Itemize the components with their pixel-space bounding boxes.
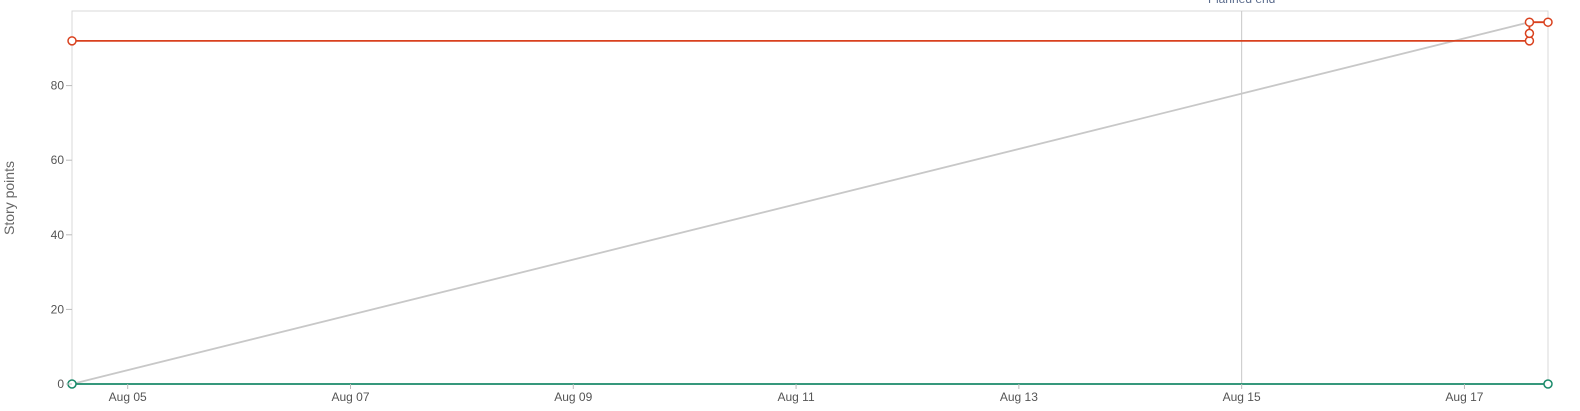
x-tick-label: Aug 09 [554,390,592,404]
y-tick-label: 0 [57,377,64,391]
y-tick-label: 60 [51,153,65,167]
series-1-point[interactable] [1524,17,1535,27]
series-0-line [71,21,1530,385]
plot-frame [71,10,1549,385]
x-tick-label: Aug 15 [1223,390,1261,404]
y-axis: 0 20 40 60 80 [51,79,72,391]
x-tick-label: Aug 07 [331,390,369,404]
y-tick-label: 40 [51,228,65,242]
y-axis-title: Story points [1,161,17,235]
planned-end-label: Planned end [1208,0,1275,6]
series-1-line [72,21,1548,42]
annotations: Planned end [1208,0,1275,384]
x-axis: Aug 05 Aug 07 Aug 09 Aug 11 Aug 13 Aug 15 Aug … [109,384,1484,404]
y-tick-label: 20 [51,302,65,316]
x-tick-label: Aug 13 [1000,390,1038,404]
series-1-point[interactable] [1543,17,1553,27]
y-tick-label: 80 [51,79,65,93]
x-tick-label: Aug 05 [109,390,147,404]
series [67,17,1553,389]
x-tick-label: Aug 17 [1445,390,1483,404]
series-1-point[interactable] [67,36,77,46]
series-2-point[interactable] [1543,379,1553,389]
x-tick-label: Aug 11 [777,390,814,404]
series-1-point[interactable] [1524,28,1535,39]
